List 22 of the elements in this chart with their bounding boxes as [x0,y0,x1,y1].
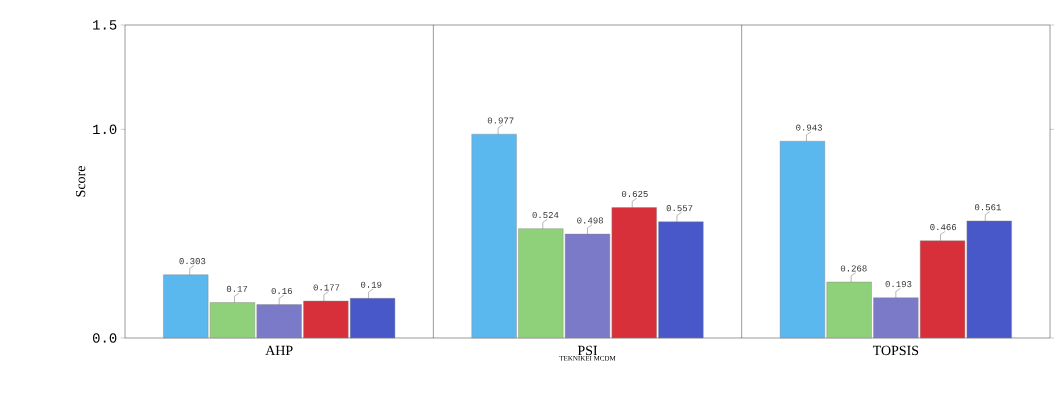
x-tick-label: AHP [265,345,293,355]
data-label: 0.17 [226,285,248,292]
x-tick-label: PSI [577,345,598,356]
data-label: 0.466 [930,224,957,231]
y-tick-label: 1.0 [93,124,117,135]
y-axis-title: Score [75,166,86,197]
y-tick-label: 0.0 [92,333,117,343]
data-label: 0.16 [271,287,292,295]
data-label: 0.977 [487,117,514,124]
data-label: 0.303 [179,258,206,265]
data-label: 0.268 [840,265,867,272]
data-label: 0.177 [313,284,340,291]
data-label: 0.943 [796,124,822,131]
data-label: 0.561 [974,204,1001,211]
y-tick-label: 1.5 [93,20,117,30]
data-label: 0.524 [532,211,559,219]
data-label: 0.625 [621,190,648,197]
data-label: 0.193 [885,281,912,288]
data-label: 0.498 [577,217,603,224]
data-label: 0.19 [361,281,382,288]
x-tick-label: TOPSIS [872,345,919,356]
data-label: 0.557 [666,205,693,212]
